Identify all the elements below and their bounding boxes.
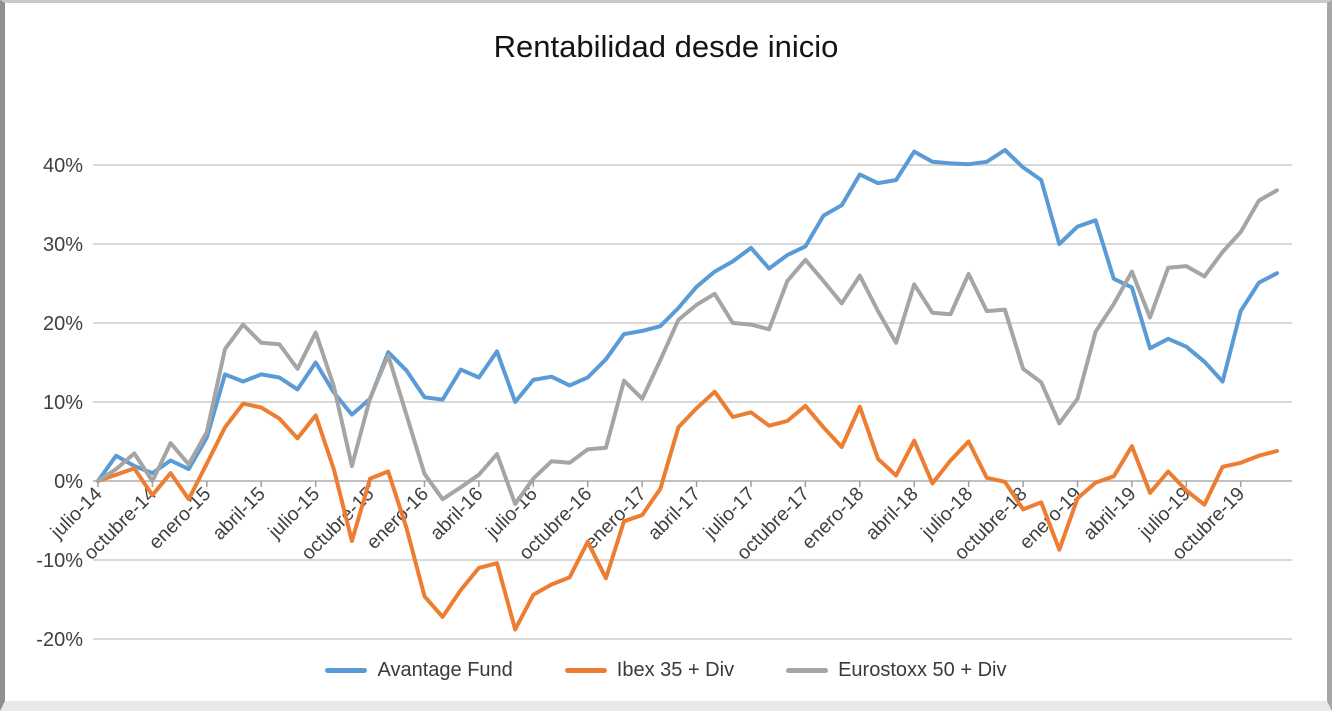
- x-axis-tick-label: abril-15: [208, 483, 270, 545]
- legend-label: Ibex 35 + Div: [616, 659, 735, 681]
- y-axis-tick-label: -10%: [36, 550, 83, 572]
- legend-label: Avantage Fund: [377, 659, 513, 681]
- series-line-eurostoxx-50-div: [96, 188, 1279, 506]
- series-line-avantage-fund: [96, 148, 1279, 483]
- legend-item-avantage-fund: Avantage Fund: [325, 659, 513, 682]
- y-axis-tick-label: 20%: [43, 313, 83, 335]
- legend-item-ibex-35-div: Ibex 35 + Div: [564, 659, 735, 682]
- legend-label: Eurostoxx 50 + Div: [838, 659, 1007, 681]
- y-axis-tick-label: 40%: [43, 155, 83, 177]
- x-axis-tick-label: abril-19: [1079, 483, 1141, 545]
- chart-legend: Avantage Fund Ibex 35 + Div Eurostoxx 50…: [5, 659, 1327, 682]
- y-axis-tick-label: 10%: [43, 392, 83, 414]
- series-line-ibex-35-div: [96, 389, 1279, 632]
- legend-line-swatch-gray: [786, 668, 829, 673]
- legend-line-swatch-blue: [325, 668, 368, 673]
- x-axis-tick-label: abril-18: [861, 483, 923, 545]
- chart-title: Rentabilidad desde inicio: [493, 29, 839, 64]
- y-axis-tick-label: -20%: [36, 629, 83, 651]
- legend-line-swatch-orange: [564, 668, 607, 673]
- gridlines: [93, 164, 1292, 640]
- legend-item-eurostoxx-50-div: Eurostoxx 50 + Div: [786, 659, 1007, 682]
- x-axis-tick-label: abril-17: [644, 483, 706, 545]
- y-axis-tick-label: 0%: [54, 471, 83, 493]
- y-axis-labels: 40% 30% 20% 10% 0% -10% -20%: [36, 155, 83, 651]
- y-axis-tick-label: 30%: [43, 234, 83, 256]
- chart-plot-area: 40%30%20%10%0%-10%-20% julio-14octubre-1…: [36, 148, 1292, 651]
- series-lines: [96, 148, 1279, 632]
